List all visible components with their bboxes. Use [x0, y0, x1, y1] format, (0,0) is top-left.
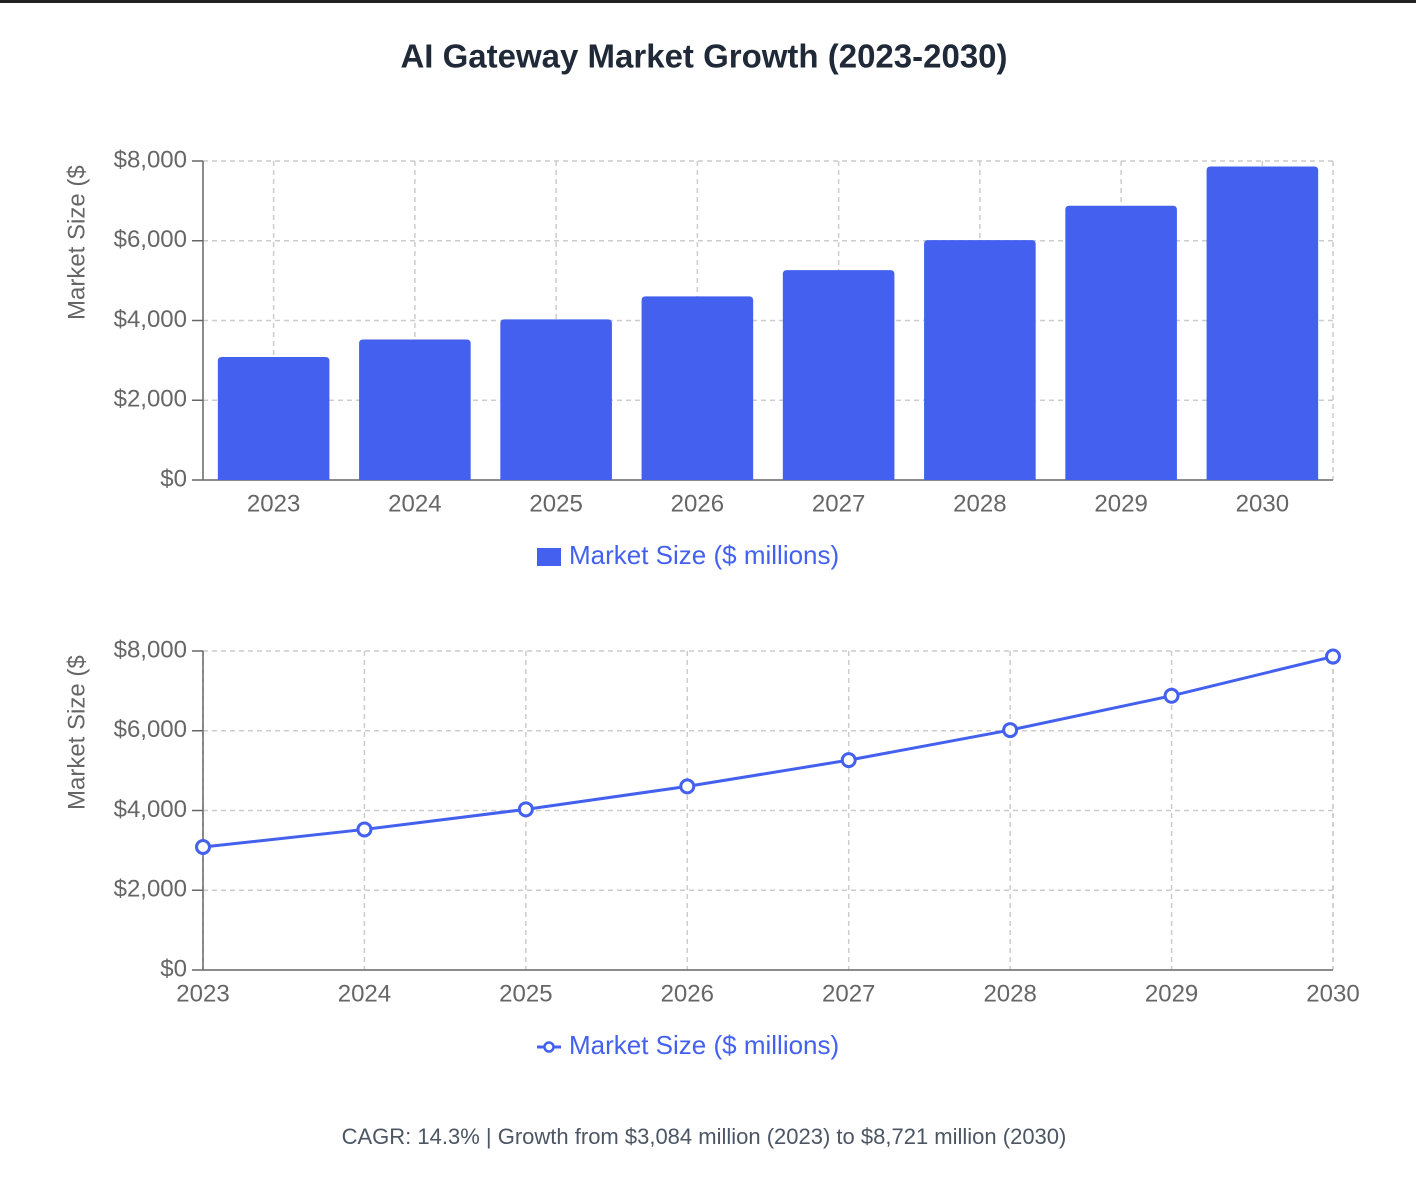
x-tick-label: 2023 [176, 980, 229, 1007]
point [356, 821, 373, 838]
bar [217, 357, 330, 480]
point [840, 752, 857, 769]
x-tick-label: 2028 [953, 490, 1006, 517]
y-axis-title: Market Size ($ [63, 655, 90, 810]
y-tick-label: $2,000 [114, 386, 187, 413]
x-tick-label: 2027 [822, 980, 875, 1007]
bar [1065, 205, 1177, 480]
x-tick-label: 2027 [812, 490, 865, 517]
footer-note: CAGR: 14.3% | Growth from $3,084 million… [342, 1124, 1067, 1149]
x-tick-label: 2029 [1145, 980, 1198, 1007]
bar [641, 296, 754, 480]
x-tick-label: 2026 [661, 980, 714, 1007]
y-tick-label: $0 [160, 955, 187, 982]
x-tick-label: 2024 [388, 490, 441, 517]
x-tick-label: 2025 [499, 980, 552, 1007]
x-tick-label: 2026 [671, 490, 724, 517]
legend-label: Market Size ($ millions) [569, 540, 839, 570]
bar [1206, 166, 1319, 481]
x-tick-label: 2023 [247, 490, 300, 517]
point [195, 839, 211, 856]
point [1163, 687, 1180, 704]
x-tick-label: 2030 [1236, 490, 1289, 517]
bar [782, 270, 895, 480]
y-tick-label: $8,000 [114, 146, 187, 173]
y-tick-label: $0 [160, 465, 187, 492]
page-title: AI Gateway Market Growth (2023-2030) [400, 38, 1007, 75]
y-axis-title: Market Size ($ [63, 165, 90, 320]
legend-marker [543, 1041, 555, 1053]
line [202, 655, 1334, 849]
bar [359, 339, 471, 480]
top-border [0, 0, 1416, 3]
bar [500, 319, 612, 480]
y-tick-label: $4,000 [114, 796, 187, 823]
point [517, 801, 534, 818]
x-tick-label: 2029 [1094, 490, 1147, 517]
legend-swatch [537, 548, 561, 566]
legend-label: Market Size ($ millions) [569, 1030, 839, 1060]
y-tick-label: $6,000 [114, 226, 187, 253]
x-tick-label: 2028 [983, 980, 1036, 1007]
y-tick-label: $8,000 [114, 636, 187, 663]
point [1325, 648, 1341, 665]
point [1002, 722, 1019, 739]
y-tick-label: $4,000 [114, 306, 187, 333]
y-tick-label: $2,000 [114, 876, 187, 903]
x-tick-label: 2025 [529, 490, 582, 517]
point [679, 778, 696, 795]
x-tick-label: 2024 [338, 980, 391, 1007]
bar [924, 240, 1036, 480]
y-tick-label: $6,000 [114, 716, 187, 743]
x-tick-label: 2030 [1306, 980, 1359, 1007]
